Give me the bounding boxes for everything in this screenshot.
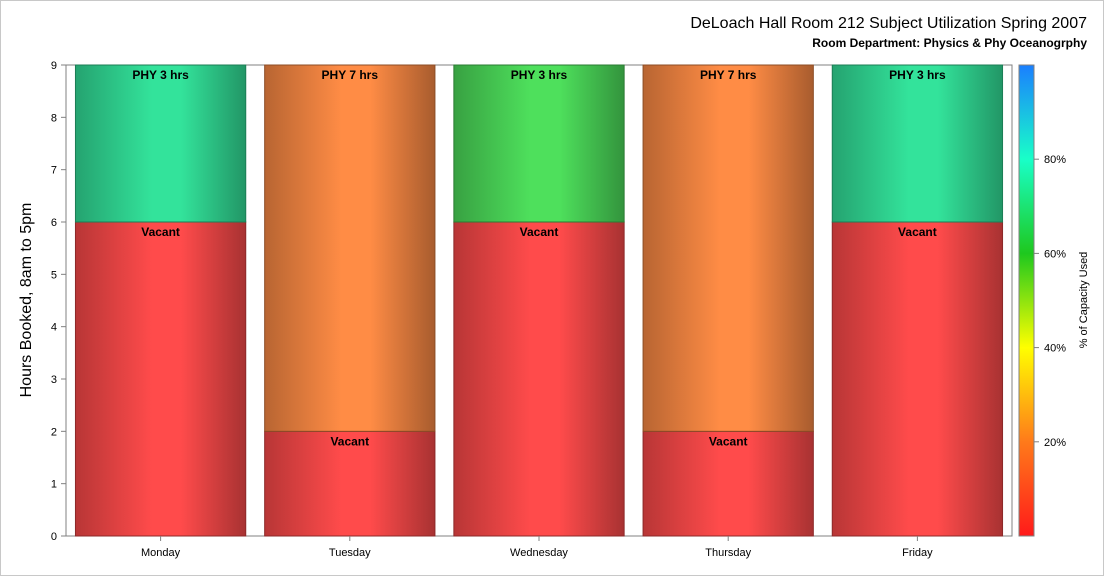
y-tick-label: 1 <box>51 479 57 491</box>
y-axis-label: Hours Booked, 8am to 5pm <box>18 203 35 398</box>
chart-subtitle: Room Department: Physics & Phy Oceanogrp… <box>812 36 1087 50</box>
segment-label: Vacant <box>330 434 369 448</box>
colorbar-tick-label: 40% <box>1044 343 1066 355</box>
bar-segment-monday-vacant <box>74 221 247 537</box>
y-tick-label: 0 <box>51 531 57 543</box>
y-tick-label: 9 <box>51 60 57 72</box>
segment-label: PHY 3 hrs <box>511 68 568 82</box>
segment-label: PHY 7 hrs <box>700 68 757 82</box>
y-tick-label: 7 <box>51 165 57 177</box>
y-tick-label: 8 <box>51 112 57 124</box>
bar-segment-wednesday-booked <box>453 64 625 223</box>
colorbar-tick-label: 20% <box>1044 437 1066 449</box>
bar-segment-monday-booked <box>74 64 247 223</box>
chart-title: DeLoach Hall Room 212 Subject Utilizatio… <box>690 15 1087 32</box>
plot-area: 0 1 2 3 4 5 6 7 8 9 Vacant PHY 3 hrs Monday Vacant PHY… <box>51 60 1013 559</box>
bar-segment-friday-booked <box>831 64 1004 223</box>
colorbar-tick-label: 60% <box>1044 248 1066 260</box>
y-tick-label: 6 <box>51 217 57 229</box>
segment-label: Vacant <box>898 225 937 239</box>
colorbar-label: % of Capacity Used <box>1078 252 1090 349</box>
x-tick-label: Monday <box>141 547 181 559</box>
bar-segment-wednesday-vacant <box>453 221 625 537</box>
colorbar-tick-label: 80% <box>1044 154 1066 166</box>
segment-label: Vacant <box>709 434 748 448</box>
bar-segment-thursday-vacant <box>642 430 814 537</box>
bar-segment-thursday-booked <box>642 64 814 432</box>
x-tick-label: Friday <box>902 547 933 559</box>
y-tick-label: 5 <box>51 269 57 281</box>
segment-label: Vacant <box>141 225 180 239</box>
colorbar-gradient <box>1018 64 1035 537</box>
colorbar: 20% 40% 60% 80% <box>1018 64 1066 537</box>
segment-label: PHY 3 hrs <box>132 68 189 82</box>
y-tick-label: 4 <box>51 322 57 334</box>
bar-segment-tuesday-booked <box>264 64 436 432</box>
y-tick-label: 2 <box>51 426 57 438</box>
x-tick-label: Thursday <box>705 547 751 559</box>
bar-segment-friday-vacant <box>831 221 1004 537</box>
bar-segment-tuesday-vacant <box>264 430 436 537</box>
segment-label: PHY 7 hrs <box>322 68 379 82</box>
y-tick-label: 3 <box>51 374 57 386</box>
x-tick-label: Tuesday <box>329 547 371 559</box>
segment-label: Vacant <box>520 225 559 239</box>
segment-label: PHY 3 hrs <box>889 68 946 82</box>
x-tick-label: Wednesday <box>510 547 568 559</box>
